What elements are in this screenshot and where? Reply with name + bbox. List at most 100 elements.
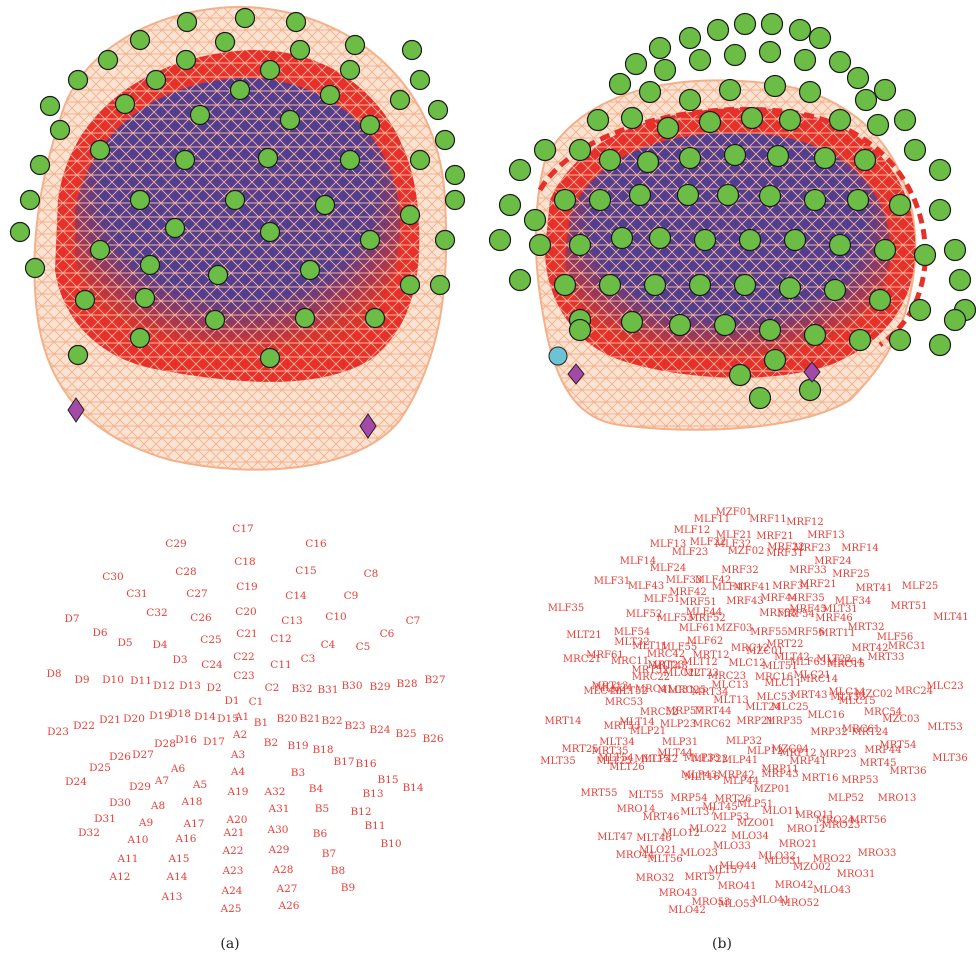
sensor-disk	[259, 347, 281, 369]
channel-label: MRT36	[890, 766, 927, 777]
channel-label: MRC54	[864, 707, 902, 718]
channel-label: C22	[233, 651, 254, 663]
sensor-disk	[189, 104, 211, 126]
channel-label: C9	[344, 590, 359, 602]
channel-label: MRP57	[665, 706, 702, 717]
channel-label: MLF43	[628, 581, 665, 592]
sensor-disk	[89, 239, 111, 261]
channel-label: MLT51	[762, 661, 797, 672]
channel-label: MRF56	[787, 627, 824, 638]
channel-label: B1	[254, 717, 268, 729]
sensor-disk	[723, 43, 747, 67]
channel-label: MLO41	[752, 895, 790, 906]
channel-label: MLF64	[827, 657, 864, 668]
channel-label: A15	[168, 853, 190, 865]
channel-label: A4	[230, 766, 246, 778]
sensor-disk	[706, 18, 730, 42]
channel-label: B18	[312, 744, 333, 756]
sensor-disk	[508, 158, 532, 182]
channel-label: D12	[153, 680, 175, 692]
channel-label: MLT47	[597, 832, 632, 843]
channel-label: MLF33	[666, 575, 703, 586]
channel-label: B3	[291, 767, 305, 779]
channel-label: B10	[380, 838, 401, 850]
channel-label: MRC53	[605, 697, 643, 708]
channel-label: A2	[232, 729, 247, 741]
channel-label: MLC12	[728, 658, 765, 669]
sensor-disk	[866, 113, 890, 137]
channel-label: MRT51	[891, 601, 928, 612]
channel-label: C32	[146, 607, 167, 619]
channel-label: MRT22	[767, 639, 804, 650]
channel-label: MLF32	[715, 539, 752, 550]
sensor-disk	[888, 328, 912, 352]
sensor-disk	[598, 273, 622, 297]
sensor-disk	[498, 193, 522, 217]
channel-label: A14	[166, 871, 188, 883]
channel-label: MRF53	[759, 608, 796, 619]
channel-label: MLF13	[650, 539, 687, 550]
channel-label: MLT14	[619, 717, 654, 728]
channel-label: A29	[268, 844, 290, 856]
channel-label: MRT45	[860, 758, 897, 769]
channel-label: MRC22	[632, 672, 670, 683]
channel-label: MLT44	[657, 748, 692, 759]
sensor-disk	[740, 106, 764, 130]
sensor-disk	[553, 273, 577, 297]
channel-label: B7	[322, 848, 336, 860]
sensor-disk	[678, 88, 702, 112]
channel-label: C24	[201, 659, 223, 671]
channel-label: MLF51	[644, 594, 681, 605]
channel-label: MLF12	[674, 525, 711, 536]
sensor-disk	[798, 378, 822, 402]
sensor-disk	[828, 233, 852, 257]
channel-label: MRF43	[726, 596, 763, 607]
channel-label: MLF42	[695, 575, 732, 586]
sensor-disk	[678, 26, 702, 50]
channel-label: B27	[424, 674, 445, 686]
channel-label: C31	[126, 588, 147, 600]
sensor-disk	[668, 313, 692, 337]
sensor-disk	[620, 310, 644, 334]
channel-label: C2	[265, 682, 280, 694]
channel-label: MRF33	[789, 565, 826, 576]
channel-label: MRT54	[880, 740, 917, 751]
channel-label: MRP21	[736, 716, 773, 727]
sensor-disk	[364, 307, 386, 329]
channel-label: D25	[89, 762, 111, 774]
sensor-disk	[943, 238, 967, 262]
channel-label: C15	[295, 565, 316, 577]
sensor-disk	[873, 238, 897, 262]
channel-label: MLO43	[813, 885, 851, 896]
channel-label: MRT55	[581, 788, 618, 799]
channel-label: MLP22	[692, 754, 728, 765]
sensor-disk	[846, 66, 870, 90]
sensor-disk	[339, 59, 361, 81]
channel-label: MRO11	[796, 810, 835, 821]
sensor-disk	[928, 158, 952, 182]
channel-label: A5	[192, 779, 207, 791]
nasion-marker-b	[548, 346, 568, 366]
channel-label: A13	[161, 891, 183, 903]
sensor-disk	[401, 39, 423, 61]
channel-label: D3	[172, 654, 187, 666]
channel-label: B9	[341, 882, 355, 894]
channel-label: MRF32	[721, 565, 758, 576]
sensor-disk	[129, 189, 151, 211]
channel-label: MRF34	[772, 581, 809, 592]
channel-label: D20	[123, 713, 145, 725]
channel-label: D13	[179, 680, 201, 692]
channel-label: D18	[169, 708, 191, 720]
channel-label: MRP42	[717, 770, 754, 781]
channel-label: MRO22	[813, 854, 852, 865]
sensor-disk	[723, 143, 747, 167]
channel-label: B23	[344, 720, 365, 732]
channel-label: MLF44	[686, 607, 723, 618]
sensor-disk	[508, 268, 532, 292]
fiducial-left-a	[67, 397, 85, 423]
sensor-disk	[359, 114, 381, 136]
channel-label: D24	[65, 776, 87, 788]
sensor-disk	[848, 328, 872, 352]
sensor-disk	[207, 264, 229, 286]
sensor-disk	[299, 259, 321, 281]
